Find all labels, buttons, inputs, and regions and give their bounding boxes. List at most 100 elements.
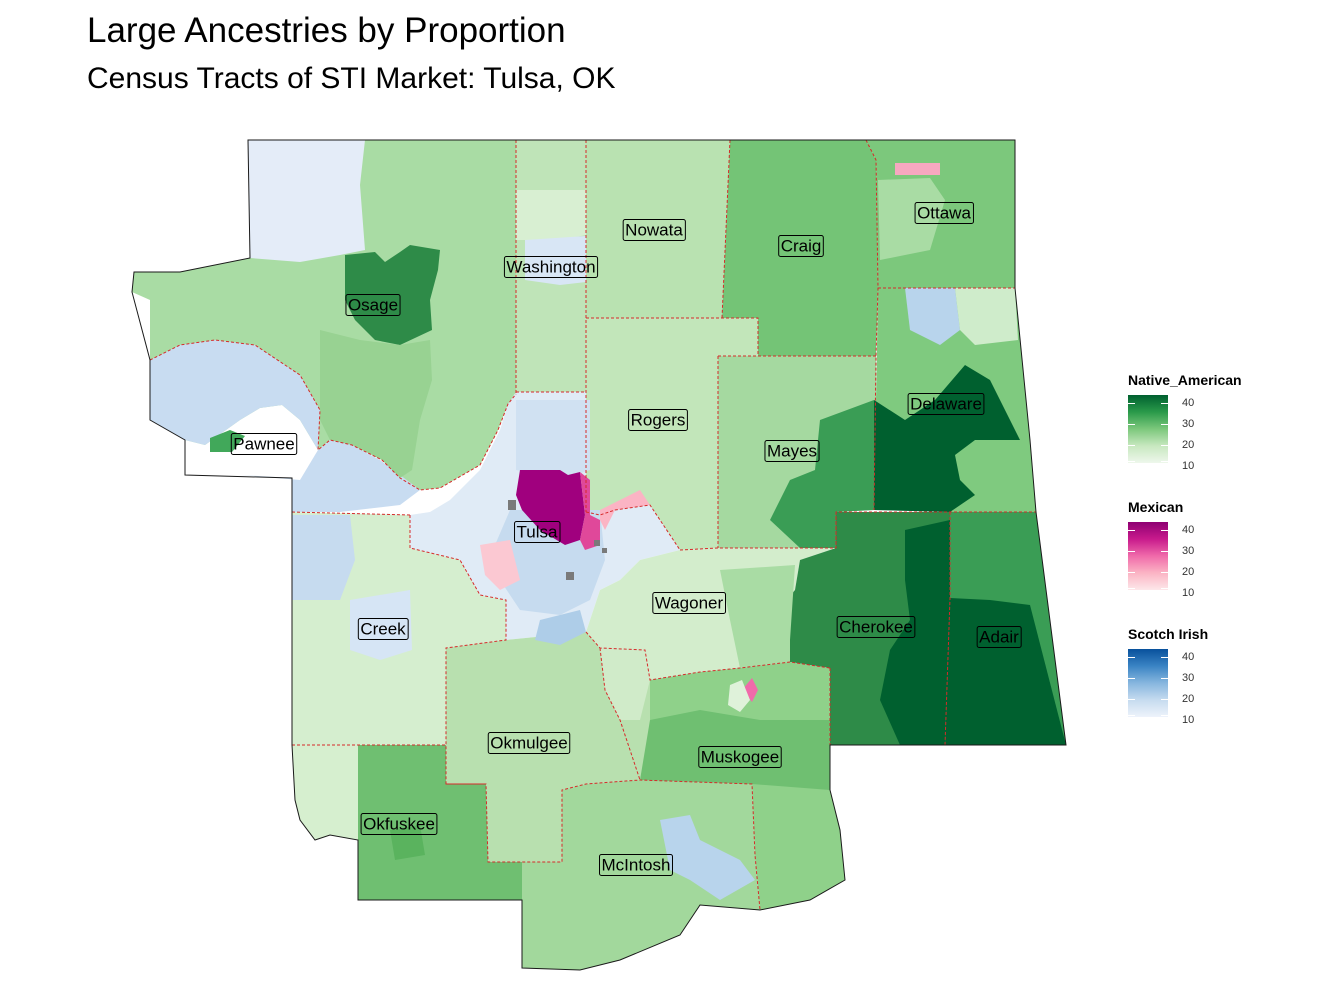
- county-label-text: Rogers: [631, 411, 686, 430]
- county-label-box: [514, 521, 561, 543]
- legend-colorbar: [1128, 649, 1168, 717]
- legend-colorbar: [1128, 395, 1168, 463]
- county-label-box: [230, 433, 298, 455]
- county-label-box: [976, 626, 1022, 648]
- tract-washington-blue: [525, 236, 586, 285]
- tract-muskogee-dark: [640, 710, 830, 790]
- county-label-box: [836, 616, 916, 638]
- tract-muskogee-pink: [742, 678, 758, 702]
- county-label-osage: Osage: [345, 294, 401, 316]
- county-fills: [132, 140, 1066, 970]
- county-label-pawnee: Pawnee: [230, 433, 298, 455]
- county-label-washington: Washington: [503, 256, 599, 278]
- county-label-text: Adair: [979, 628, 1019, 647]
- legend-scotch-irish: Scotch Irish 40 30 20 10: [1128, 626, 1209, 726]
- county-label-text: Ottawa: [917, 204, 971, 223]
- county-label-text: Nowata: [625, 221, 683, 240]
- legend-body: 40 30 20 10: [1128, 649, 1208, 726]
- tract-na-4: [602, 548, 607, 553]
- county-label-okfuskee: Okfuskee: [360, 813, 438, 835]
- tract-creek-blue-c: [350, 590, 412, 660]
- county-label-box: [360, 813, 438, 835]
- county-label-box: [778, 235, 824, 257]
- map-title: Large Ancestries by Proportion: [87, 11, 566, 50]
- tract-tulsa-south: [535, 610, 586, 645]
- area-osage-nw: [248, 140, 365, 262]
- tract-wagoner-east: [720, 565, 795, 668]
- county-label-box: [357, 618, 409, 640]
- legend-body: 40 30 20 10: [1128, 522, 1194, 599]
- legend-title: Mexican: [1128, 499, 1184, 515]
- map-subtitle: Census Tracts of STI Market: Tulsa, OK: [87, 62, 616, 95]
- county-label-mcintosh: McIntosh: [599, 854, 673, 876]
- county-fill-rogers: [586, 318, 758, 550]
- legend-colorbar: [1128, 522, 1168, 590]
- market-outline: [131, 139, 1067, 971]
- county-fill-nowata: [586, 140, 730, 318]
- county-label-text: McIntosh: [602, 856, 671, 875]
- legend-body: 40 30 20 10: [1128, 395, 1242, 472]
- tract-tulsa-mexican-light: [600, 490, 650, 530]
- county-label-box: [599, 854, 673, 876]
- county-label-text: Osage: [348, 296, 398, 315]
- legend-tick-label: 10: [1182, 587, 1195, 599]
- legend-native-american: Native_American 40 30 20 10: [1128, 372, 1242, 472]
- county-label-muskogee: Muskogee: [698, 746, 782, 768]
- county-label-craig: Craig: [778, 235, 824, 257]
- county-label-wagoner: Wagoner: [652, 592, 727, 614]
- county-label-box: [503, 256, 599, 278]
- tract-na-2: [594, 540, 600, 546]
- county-label-text: Tulsa: [517, 523, 558, 542]
- county-borders: [149, 139, 1036, 911]
- tract-detail: [210, 163, 1066, 900]
- tract-tulsa-mexican-mid: [580, 472, 600, 550]
- county-label-text: Craig: [781, 237, 822, 256]
- tract-tulsa-mexican-dark: [516, 470, 585, 545]
- tract-ottawa-pink: [895, 163, 940, 175]
- county-labels: Nowata Ottawa Craig Washington Osage Delaware…: [230, 202, 1022, 876]
- county-label-text: Creek: [360, 620, 406, 639]
- legend-tick-label: 20: [1182, 439, 1195, 451]
- legend-mexican: Mexican 40 30 20 10: [1128, 499, 1194, 599]
- legend-tick-label: 20: [1182, 566, 1195, 578]
- tract-na-3: [566, 572, 574, 580]
- county-fill-okmulgee: [446, 632, 650, 862]
- tract-na-1: [508, 500, 516, 510]
- legend-tick-label: 40: [1182, 397, 1195, 409]
- county-fill-craig: [722, 140, 878, 356]
- tract-osage-south: [320, 330, 432, 478]
- legend-title: Scotch Irish: [1128, 626, 1209, 642]
- legend-title: Native_American: [1128, 372, 1242, 388]
- county-label-box: [914, 202, 974, 224]
- county-label-delaware: Delaware: [907, 393, 985, 415]
- legend-tick-label: 30: [1182, 418, 1195, 430]
- county-label-okmulgee: Okmulgee: [487, 732, 571, 754]
- county-label-text: Muskogee: [701, 748, 779, 767]
- county-label-text: Delaware: [910, 395, 982, 414]
- county-label-ottawa: Ottawa: [914, 202, 974, 224]
- county-label-text: Wagoner: [655, 594, 724, 613]
- county-fill-pawnee: [150, 340, 420, 512]
- county-label-box: [652, 592, 727, 614]
- tract-tulsa-mexican-light2: [480, 540, 520, 590]
- area-okfuskee-west: [292, 745, 358, 840]
- county-label-text: Pawnee: [233, 435, 294, 454]
- tract-washington-light: [516, 190, 586, 240]
- county-label-box: [345, 294, 401, 316]
- county-label-nowata: Nowata: [622, 219, 686, 241]
- county-label-box: [487, 732, 571, 754]
- tract-pawnee-spot: [210, 430, 245, 452]
- tract-okfuskee-spot: [390, 825, 425, 860]
- county-label-box: [698, 746, 782, 768]
- county-label-text: Washington: [506, 258, 595, 277]
- tract-okmulgee-light: [600, 648, 650, 720]
- tract-ottawa-light: [878, 178, 945, 260]
- tract-mayes-east: [770, 400, 874, 548]
- county-label-rogers: Rogers: [628, 409, 688, 431]
- legend-tick-label: 10: [1182, 714, 1195, 726]
- tract-creek-blue-w: [292, 515, 355, 600]
- county-label-text: Cherokee: [839, 618, 913, 637]
- tract-adair-dark: [945, 598, 1066, 745]
- legend-tick-label: 40: [1182, 651, 1195, 663]
